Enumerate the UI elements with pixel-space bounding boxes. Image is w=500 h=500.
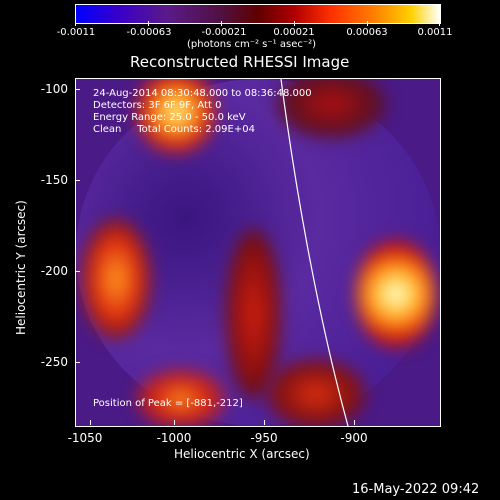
plot-title: Reconstructed RHESSI Image — [130, 53, 350, 71]
source-blob — [226, 229, 281, 399]
x-tick — [264, 420, 265, 425]
y-tick — [75, 89, 80, 90]
x-tick — [90, 420, 91, 425]
peak-blob — [356, 239, 436, 349]
render-timestamp: 16-May-2022 09:42 — [352, 482, 480, 497]
info-energy-range: Energy Range: 25.0 - 50.0 keV — [93, 112, 246, 123]
colorbar-tick-label: -0.00063 — [126, 27, 172, 38]
source-blob — [136, 79, 216, 154]
colorbar-tick — [294, 21, 295, 26]
source-blob — [81, 219, 151, 339]
y-tick-label: -150 — [40, 173, 68, 187]
x-tick-label: -900 — [340, 431, 368, 445]
colorbar-tick-label: -0.00021 — [201, 27, 247, 38]
peak-position: Position of Peak = [-881,-212] — [93, 398, 243, 409]
info-time-range: 24-Aug-2014 08:30:48.000 to 08:36:48.000 — [93, 88, 312, 99]
image-map — [75, 78, 441, 427]
y-tick-label: -250 — [40, 355, 68, 369]
x-tick-label: -1050 — [67, 431, 103, 445]
x-tick — [354, 420, 355, 425]
y-tick-label: -200 — [40, 264, 68, 278]
source-blob — [266, 359, 366, 426]
info-counts: Clean Total Counts: 2.09E+04 — [93, 124, 255, 135]
info-detectors: Detectors: 3F 6F 9F, Att 0 — [93, 100, 222, 111]
colorbar-units: (photons cm⁻² s⁻¹ asec⁻²) — [187, 39, 317, 50]
y-tick — [75, 362, 80, 363]
colorbar-tick — [367, 21, 368, 26]
y-tick-label: -100 — [40, 82, 68, 96]
colorbar-tick — [148, 21, 149, 26]
x-axis-label: Heliocentric X (arcsec) — [174, 447, 310, 461]
colorbar — [75, 4, 441, 24]
x-tick-label: -950 — [250, 431, 278, 445]
source-blob — [136, 369, 226, 426]
colorbar-tick-label: 0.00021 — [273, 27, 315, 38]
colorbar-tick — [439, 21, 440, 26]
x-tick-label: -1000 — [156, 431, 192, 445]
colorbar-tick — [221, 21, 222, 26]
colorbar-tick — [75, 21, 76, 26]
colorbar-tick-label: 0.00063 — [346, 27, 388, 38]
limb-curve — [280, 79, 349, 426]
y-tick — [75, 180, 80, 181]
colorbar-tick-label: 0.0011 — [417, 27, 453, 38]
x-tick — [174, 420, 175, 425]
source-blob — [276, 79, 386, 139]
colorbar-tick-label: -0.0011 — [56, 27, 96, 38]
y-tick — [75, 271, 80, 272]
y-axis-label: Heliocentric Y (arcsec) — [14, 200, 28, 335]
